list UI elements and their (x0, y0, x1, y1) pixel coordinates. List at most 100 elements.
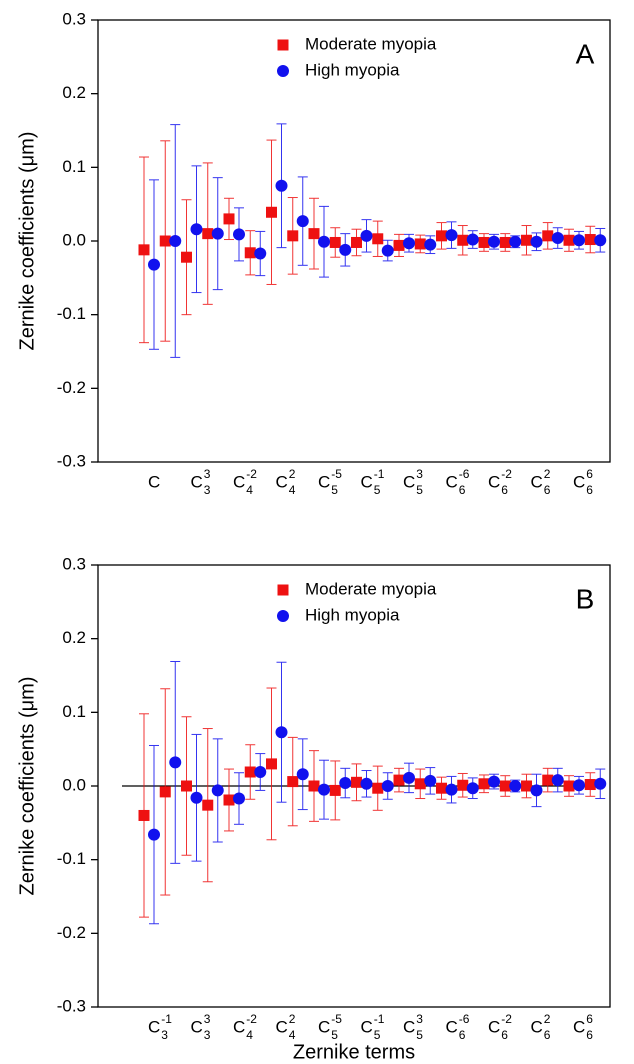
point (223, 213, 235, 225)
x-tick-sup: -6 (459, 467, 470, 481)
x-tick-label: C (360, 1017, 372, 1036)
x-tick-sup: -1 (374, 1012, 385, 1026)
point (169, 235, 182, 247)
point (457, 779, 469, 791)
point (308, 228, 320, 240)
point (424, 238, 437, 251)
point (233, 792, 245, 805)
x-tick-label: C (275, 472, 287, 491)
point (584, 234, 596, 246)
panel-label: A (576, 38, 595, 69)
x-tick-sub: 6 (586, 1028, 593, 1042)
x-tick-sup: 2 (544, 1012, 551, 1026)
y-tick-label: 0.2 (62, 628, 86, 647)
x-tick-label: C (148, 1017, 160, 1036)
point (275, 179, 288, 192)
point (457, 234, 469, 246)
point (488, 235, 500, 248)
legend-marker (277, 610, 289, 622)
point (360, 777, 373, 790)
point (244, 247, 256, 259)
y-tick-label: 0.1 (62, 157, 86, 176)
y-tick-label: -0.1 (57, 304, 86, 323)
point (360, 229, 373, 242)
point (403, 771, 415, 784)
point (499, 780, 511, 792)
y-tick-label: 0.0 (62, 775, 86, 794)
point (318, 783, 330, 796)
x-tick-sup: 2 (289, 1012, 296, 1026)
point (573, 234, 585, 247)
point (478, 778, 490, 790)
point (372, 782, 384, 794)
point (509, 780, 522, 792)
point (530, 784, 543, 797)
point (403, 237, 415, 250)
x-tick-sup: -2 (501, 1012, 512, 1026)
point (287, 230, 299, 242)
x-tick-sub: 3 (204, 483, 211, 497)
x-tick-sub: 6 (586, 483, 593, 497)
y-tick-label: 0.2 (62, 83, 86, 102)
y-tick-label: 0.3 (62, 554, 86, 573)
point (318, 235, 330, 248)
panel: -0.3-0.2-0.10.00.10.20.3C C 33 C -24 C 24 C -55 C… (16, 9, 611, 497)
x-tick-sup: 3 (416, 467, 423, 481)
x-tick-sub: 5 (416, 483, 423, 497)
point (436, 782, 447, 794)
point (542, 230, 554, 242)
x-tick-sup: -5 (331, 467, 342, 481)
legend-marker (277, 39, 289, 51)
x-tick-sub: 3 (161, 1028, 168, 1042)
point (414, 238, 426, 250)
x-tick-sub: 6 (544, 1028, 551, 1042)
point (339, 243, 352, 256)
panel: -0.3-0.2-0.10.00.10.20.3C -13 C 33 C -24 C 24 C -… (16, 554, 611, 1063)
x-tick-sup: -2 (246, 1012, 257, 1026)
point (339, 777, 352, 790)
y-tick-label: -0.3 (57, 451, 86, 470)
x-tick-label: C (573, 1017, 585, 1036)
legend-label: Moderate myopia (305, 34, 437, 53)
point (466, 782, 479, 795)
x-tick-sup: 2 (544, 467, 551, 481)
point (266, 758, 277, 770)
point (159, 786, 171, 798)
point (563, 780, 575, 792)
x-tick-sup: 3 (204, 467, 211, 481)
x-tick-label: C (275, 1017, 287, 1036)
point (211, 784, 224, 797)
legend-label: High myopia (305, 60, 400, 79)
x-tick-sub: 6 (501, 483, 508, 497)
point (551, 774, 564, 787)
point (181, 251, 192, 263)
point (530, 235, 543, 248)
point (202, 799, 214, 811)
point (181, 780, 192, 792)
point (244, 766, 256, 778)
x-tick-label: C (530, 472, 542, 491)
point (233, 228, 245, 241)
point (563, 234, 575, 246)
point (169, 756, 182, 769)
point (329, 784, 341, 796)
point (584, 779, 596, 791)
x-tick-sup: 3 (416, 1012, 423, 1026)
point (393, 774, 405, 786)
x-tick-sup: -1 (161, 1012, 172, 1026)
point (509, 235, 522, 248)
x-tick-sub: 6 (501, 1028, 508, 1042)
point (190, 791, 203, 804)
point (466, 233, 479, 246)
x-tick-sub: 4 (246, 1028, 253, 1042)
point (190, 223, 203, 236)
x-tick-label: C (148, 472, 160, 491)
point (254, 247, 267, 260)
legend-marker (277, 584, 289, 596)
point (424, 774, 437, 787)
point (594, 234, 607, 247)
x-tick-sub: 5 (331, 483, 338, 497)
x-tick-label: C (530, 1017, 542, 1036)
point (478, 236, 490, 248)
